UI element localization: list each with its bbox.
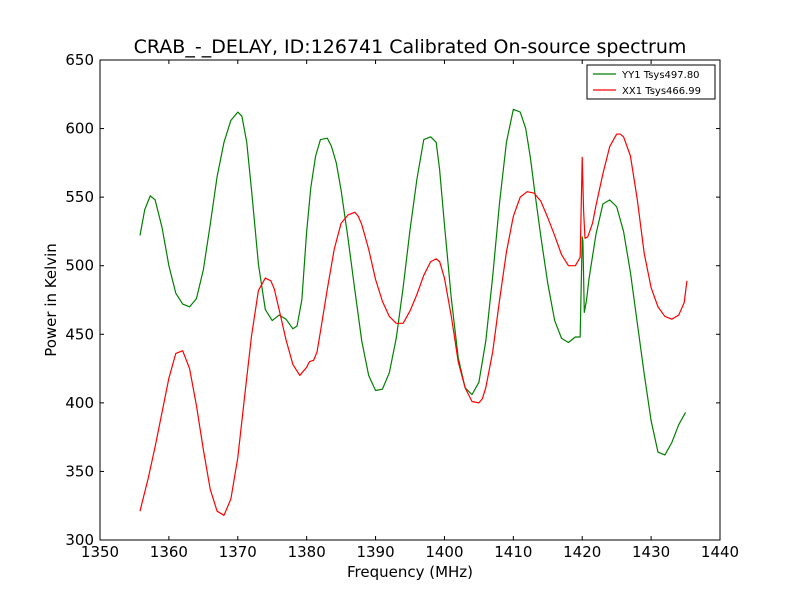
- x-tick-label: 1430: [632, 543, 670, 561]
- x-tick-label: 1410: [494, 543, 532, 561]
- y-axis-label: Power in Kelvin: [42, 243, 60, 357]
- x-tick-label: 1360: [150, 543, 188, 561]
- series-line-xx1: [139, 133, 688, 516]
- y-tick-label: 300: [65, 531, 94, 549]
- chart-title: CRAB_-_DELAY, ID:126741 Calibrated On-so…: [134, 36, 687, 58]
- legend-label-yy1: YY1 Tsys497.80: [621, 70, 700, 81]
- legend: YY1 Tsys497.80 XX1 Tsys466.99: [586, 64, 716, 100]
- x-tick-label: 1440: [701, 543, 739, 561]
- y-tick-label: 450: [65, 325, 94, 343]
- x-tick-label: 1390: [356, 543, 394, 561]
- y-tick-label: 350: [65, 462, 94, 480]
- legend-box: [586, 64, 716, 100]
- plot-frame: [99, 59, 721, 541]
- y-tick-label: 600: [65, 120, 94, 138]
- x-tick-label: 1350: [81, 543, 119, 561]
- y-tick-label: 400: [65, 394, 94, 412]
- axes: 1350 1360 1370 1380 1390 1400 1410 1420 1430 1440…: [65, 51, 739, 561]
- plot-area: [139, 108, 688, 516]
- y-tick-label: 650: [65, 51, 94, 69]
- x-axis-label: Frequency (MHz): [347, 563, 473, 581]
- series-line-yy1: [139, 108, 687, 456]
- x-tick-label: 1380: [288, 543, 326, 561]
- x-tick-label: 1400: [425, 543, 463, 561]
- y-tick-label: 550: [65, 188, 94, 206]
- legend-label-xx1: XX1 Tsys466.99: [622, 86, 701, 97]
- y-tick-label: 500: [65, 257, 94, 275]
- x-tick-label: 1370: [219, 543, 257, 561]
- x-tick-label: 1420: [563, 543, 601, 561]
